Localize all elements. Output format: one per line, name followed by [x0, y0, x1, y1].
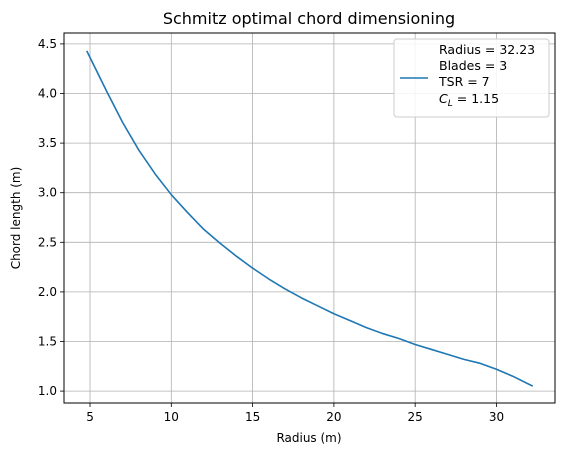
x-tick-label: 20 — [326, 410, 341, 424]
legend-cl-subscript: L — [448, 99, 453, 109]
y-tick-label: 4.5 — [38, 37, 57, 51]
y-axis-label: Chord length (m) — [9, 167, 23, 270]
y-tick-label: 1.0 — [38, 384, 57, 398]
legend-cl-symbol: C — [439, 91, 448, 106]
legend-blades: Blades = 3 — [439, 58, 507, 73]
legend-cl: CL = 1.15 — [439, 91, 499, 109]
x-tick-label: 10 — [164, 410, 179, 424]
legend-radius: Radius = 32.23 — [439, 42, 535, 57]
y-tick-label: 1.5 — [38, 334, 57, 348]
y-tick-label: 2.5 — [38, 235, 57, 249]
legend-box — [393, 38, 550, 118]
plot-frame — [63, 32, 556, 404]
x-tick-label: 30 — [489, 410, 504, 424]
legend: Radius = 32.23 Blades = 3 TSR = 7 CL = 1.… — [393, 38, 550, 118]
y-tick-label: 4.0 — [38, 87, 57, 101]
legend-cl-value: = 1.15 — [457, 91, 499, 106]
x-tick-label: 25 — [408, 410, 423, 424]
y-tick-label: 3.0 — [38, 186, 57, 200]
line-layer — [86, 50, 534, 387]
y-tick-label: 2.0 — [38, 285, 57, 299]
legend-tsr: TSR = 7 — [438, 74, 490, 89]
ticks: 5 10 15 20 25 30 1.0 1.5 2.0 2.5 3.0 3.5 4.0 4.5 — [38, 37, 504, 424]
x-tick-label: 5 — [86, 410, 94, 424]
x-tick-label: 15 — [245, 410, 260, 424]
y-tick-label: 3.5 — [38, 136, 57, 150]
chart-title: Schmitz optimal chord dimensioning — [163, 9, 455, 28]
x-axis-label: Radius (m) — [276, 431, 341, 445]
series-line — [86, 50, 534, 387]
